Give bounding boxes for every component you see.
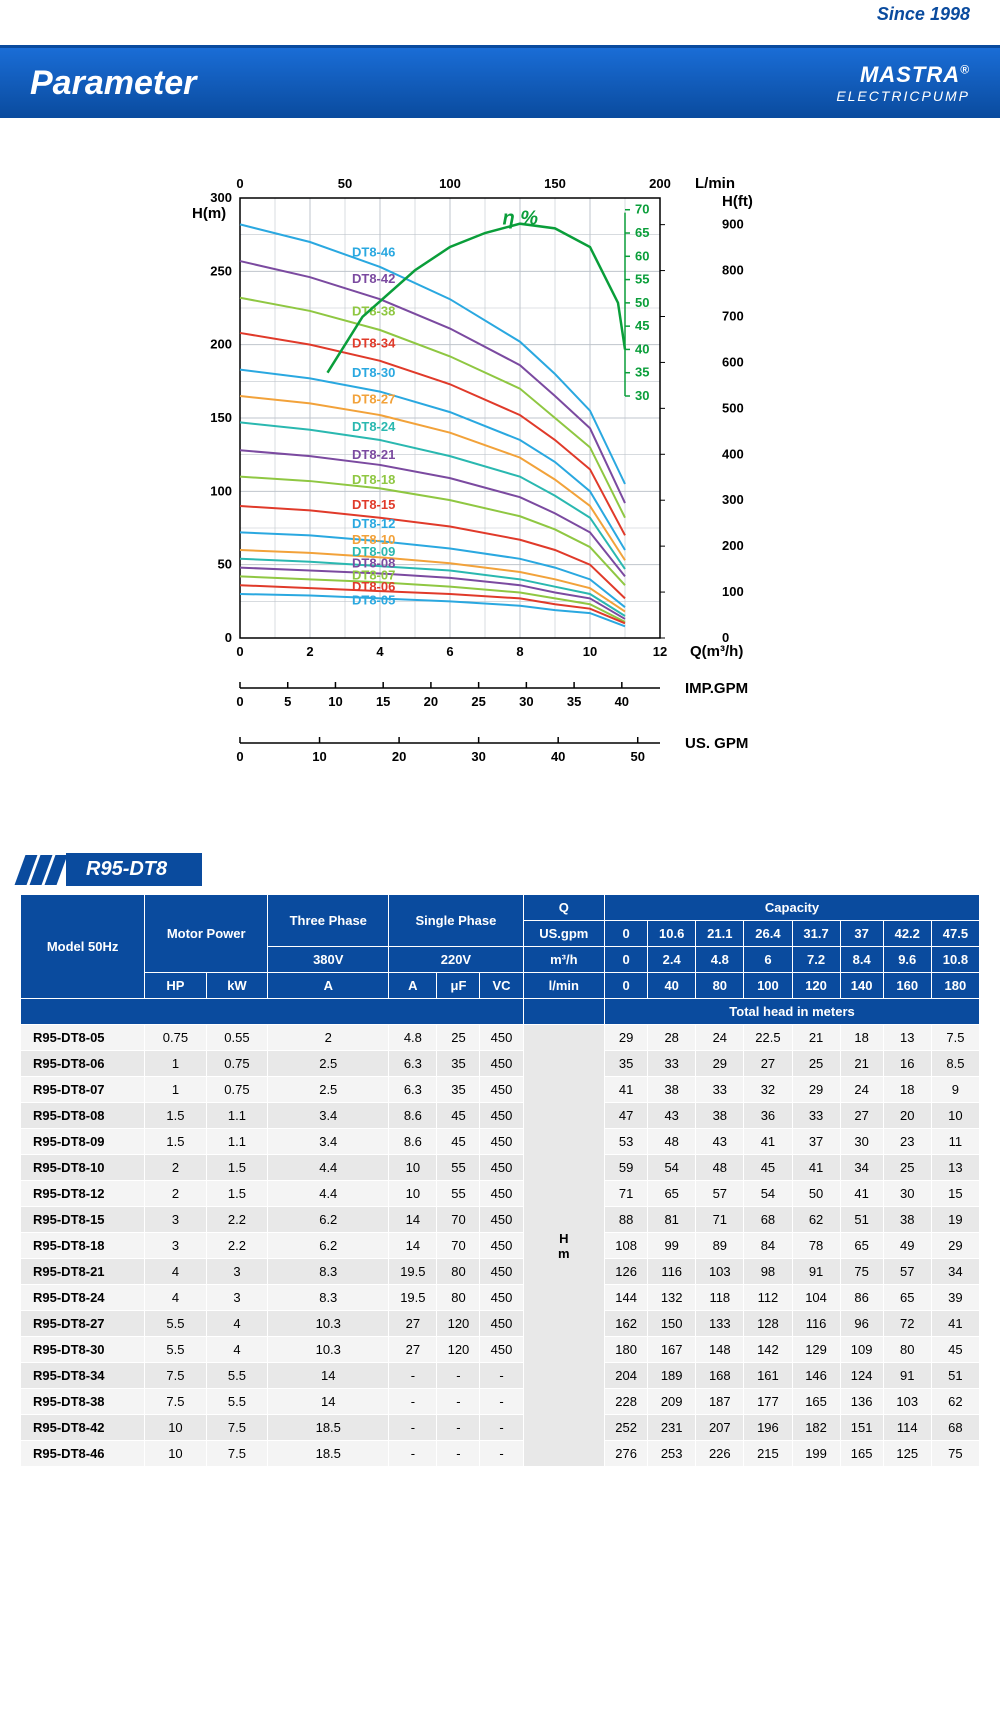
svg-text:US. GPM: US. GPM [685, 735, 748, 752]
table-row: R95-DT8-1221.54.410554507165575450413015 [21, 1181, 980, 1207]
svg-text:0: 0 [236, 694, 243, 709]
page-title: Parameter [30, 64, 196, 103]
svg-text:10: 10 [312, 749, 326, 764]
svg-text:30: 30 [635, 388, 649, 403]
svg-text:100: 100 [439, 176, 461, 191]
svg-text:700: 700 [722, 308, 744, 323]
svg-text:30: 30 [519, 694, 533, 709]
brand-block: MASTRA® ELECTRICPUMP [836, 62, 970, 104]
svg-text:DT8-30: DT8-30 [352, 365, 395, 380]
svg-text:100: 100 [722, 584, 744, 599]
table-row: R95-DT8-0610.752.56.33545035332927252116… [21, 1051, 980, 1077]
performance-chart: 024681012050100150200250300050100150200L… [160, 148, 840, 813]
svg-text:5: 5 [284, 694, 291, 709]
parameter-table: Model 50Hz Motor Power Three Phase Singl… [20, 894, 980, 1467]
brand-logo: MASTRA® [836, 62, 970, 88]
svg-text:25: 25 [471, 694, 485, 709]
table-row: R95-DT8-0710.752.56.33545041383332292418… [21, 1077, 980, 1103]
svg-text:DT8-18: DT8-18 [352, 472, 395, 487]
svg-text:40: 40 [551, 749, 565, 764]
svg-text:Q(m³/h): Q(m³/h) [690, 643, 743, 660]
table-row: R95-DT8-1021.54.410554505954484541342513 [21, 1155, 980, 1181]
svg-text:150: 150 [210, 410, 232, 425]
svg-text:400: 400 [722, 446, 744, 461]
svg-text:DT8-21: DT8-21 [352, 447, 395, 462]
svg-text:8: 8 [516, 644, 523, 659]
table-row: R95-DT8-46107.518.5---276253226215199165… [21, 1441, 980, 1467]
svg-text:10: 10 [328, 694, 342, 709]
svg-text:20: 20 [424, 694, 438, 709]
svg-text:L/min: L/min [695, 175, 735, 192]
svg-text:0: 0 [236, 644, 243, 659]
since-text: Since 1998 [0, 0, 1000, 25]
svg-text:6: 6 [446, 644, 453, 659]
table-row: R95-DT8-42107.518.5---252231207196182151… [21, 1415, 980, 1441]
svg-text:DT8-42: DT8-42 [352, 271, 395, 286]
table-row: R95-DT8-21438.319.5804501261161039891755… [21, 1259, 980, 1285]
svg-text:0: 0 [225, 630, 232, 645]
table-row: R95-DT8-050.750.5524.825450Hm29282422.52… [21, 1025, 980, 1051]
table-row: R95-DT8-24438.319.5804501441321181121048… [21, 1285, 980, 1311]
svg-text:100: 100 [210, 483, 232, 498]
svg-text:70: 70 [635, 202, 649, 217]
svg-text:200: 200 [210, 337, 232, 352]
svg-text:45: 45 [635, 318, 649, 333]
svg-text:DT8-05: DT8-05 [352, 592, 395, 607]
section-tag: R95-DT8 [20, 853, 1000, 886]
table-row: R95-DT8-305.5410.32712045018016714814212… [21, 1337, 980, 1363]
svg-text:20: 20 [392, 749, 406, 764]
svg-text:DT8-27: DT8-27 [352, 391, 395, 406]
svg-text:60: 60 [635, 248, 649, 263]
svg-text:4: 4 [376, 644, 384, 659]
svg-text:12: 12 [653, 644, 667, 659]
svg-text:50: 50 [338, 176, 352, 191]
svg-text:15: 15 [376, 694, 390, 709]
svg-text:40: 40 [635, 341, 649, 356]
svg-text:35: 35 [635, 365, 649, 380]
table-row: R95-DT8-081.51.13.48.6454504743383633272… [21, 1103, 980, 1129]
svg-text:H(m): H(m) [192, 205, 226, 222]
svg-text:150: 150 [544, 176, 566, 191]
svg-text:50: 50 [630, 749, 644, 764]
svg-text:DT8-24: DT8-24 [352, 419, 396, 434]
svg-text:0: 0 [236, 176, 243, 191]
table-row: R95-DT8-347.55.514---2041891681611461249… [21, 1363, 980, 1389]
svg-text:55: 55 [635, 272, 649, 287]
table-row: R95-DT8-091.51.13.48.6454505348434137302… [21, 1129, 980, 1155]
table-row: R95-DT8-275.5410.32712045016215013312811… [21, 1311, 980, 1337]
svg-text:DT8-46: DT8-46 [352, 245, 395, 260]
svg-text:H(ft): H(ft) [722, 193, 753, 210]
svg-text:250: 250 [210, 263, 232, 278]
svg-text:300: 300 [210, 190, 232, 205]
svg-text:DT8-34: DT8-34 [352, 336, 396, 351]
svg-text:40: 40 [615, 694, 629, 709]
svg-text:500: 500 [722, 400, 744, 415]
svg-text:300: 300 [722, 492, 744, 507]
svg-text:200: 200 [649, 176, 671, 191]
brand-sub: ELECTRICPUMP [836, 88, 970, 104]
svg-text:50: 50 [635, 295, 649, 310]
svg-text:600: 600 [722, 354, 744, 369]
header-bar: Parameter MASTRA® ELECTRICPUMP [0, 48, 1000, 118]
svg-text:0: 0 [236, 749, 243, 764]
svg-text:10: 10 [583, 644, 597, 659]
svg-text:DT8-15: DT8-15 [352, 497, 395, 512]
svg-text:200: 200 [722, 538, 744, 553]
svg-text:50: 50 [218, 557, 232, 572]
svg-text:65: 65 [635, 225, 649, 240]
svg-text:2: 2 [306, 644, 313, 659]
section-title: R95-DT8 [66, 853, 202, 886]
table-row: R95-DT8-1832.26.214704501089989847865492… [21, 1233, 980, 1259]
svg-text:30: 30 [471, 749, 485, 764]
table-row: R95-DT8-1532.26.214704508881716862513819 [21, 1207, 980, 1233]
table-row: R95-DT8-387.55.514---2282091871771651361… [21, 1389, 980, 1415]
svg-text:35: 35 [567, 694, 581, 709]
svg-text:900: 900 [722, 217, 744, 232]
svg-text:IMP.GPM: IMP.GPM [685, 680, 748, 697]
svg-text:DT8-12: DT8-12 [352, 516, 395, 531]
svg-text:800: 800 [722, 263, 744, 278]
